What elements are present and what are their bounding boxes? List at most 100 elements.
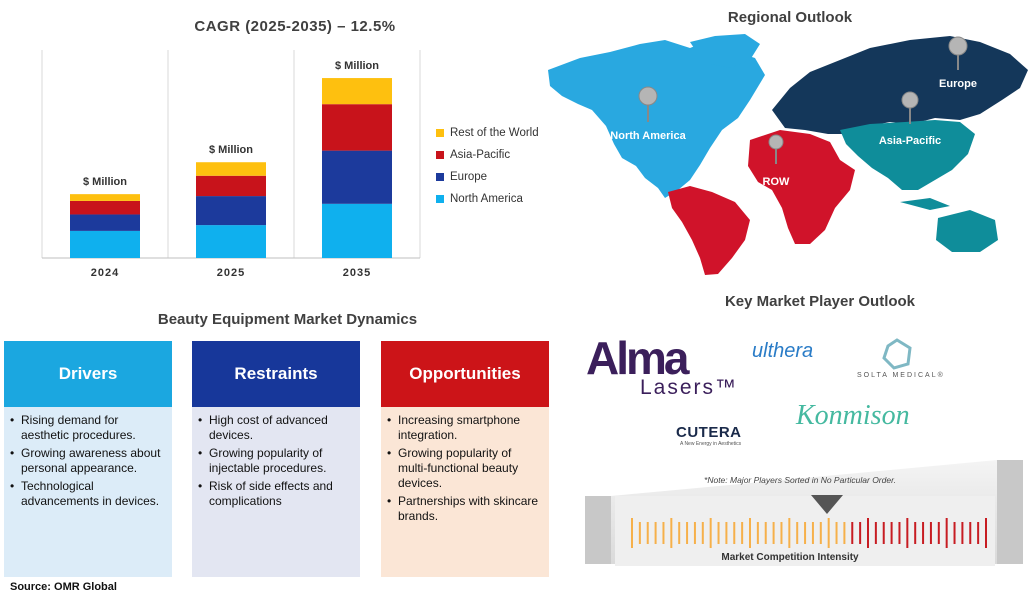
source-note: Source: OMR Global <box>10 581 117 593</box>
intensity-tick <box>819 522 822 544</box>
legend-item-asia-pacific: Asia-Pacific <box>436 144 539 166</box>
bar-segment-rest-of-the-world-2025 <box>196 162 266 176</box>
region-africa <box>748 130 855 244</box>
intensity-tick <box>646 522 649 544</box>
restraints-body: High cost of advanced devices. Growing p… <box>192 407 360 577</box>
drivers-body: Rising demand for aesthetic procedures. … <box>4 407 172 577</box>
list-item: Growing popularity of injectable procedu… <box>198 446 354 476</box>
intensity-tick <box>898 522 901 544</box>
intensity-tick <box>937 522 940 544</box>
region-australia <box>936 210 998 252</box>
dynamics-title: Beauty Equipment Market Dynamics <box>157 311 418 328</box>
intensity-tick <box>882 522 885 544</box>
bar-segment-europe-2035 <box>322 150 392 204</box>
legend-swatch <box>436 151 444 159</box>
label-row: ROW <box>763 176 791 188</box>
alma-lasers-logo-text: Lasers™ <box>640 376 739 399</box>
opportunities-card: Opportunities Increasing smartphone inte… <box>381 341 549 577</box>
x-tick-label: 2035 <box>343 267 371 279</box>
solta-medical-icon <box>882 338 912 370</box>
cutera-logo: CUTERA <box>676 424 742 441</box>
intensity-tick <box>929 522 932 544</box>
intensity-tick <box>788 518 791 548</box>
bar-segment-rest-of-the-world-2035 <box>322 78 392 105</box>
list-item: Technological advancements in devices. <box>10 479 166 509</box>
list-item: Increasing smartphone integration. <box>387 413 543 443</box>
legend-item-north-america: North America <box>436 188 539 210</box>
intensity-tick <box>638 522 641 544</box>
world-map: North America Europe Asia-Pacific ROW <box>548 34 1028 275</box>
cutera-tagline: A New Energy in Aesthetics <box>680 441 742 447</box>
intensity-tick <box>678 522 681 544</box>
region-south-america <box>668 186 750 275</box>
pin-row-icon <box>768 134 784 164</box>
intensity-tick <box>890 522 893 544</box>
intensity-tick <box>701 522 704 544</box>
intensity-tick <box>945 518 948 548</box>
legend-swatch <box>436 173 444 181</box>
label-asia-pacific: Asia-Pacific <box>879 135 941 147</box>
intensity-tick <box>725 522 728 544</box>
intensity-tick <box>654 522 657 544</box>
key-players-title: Key Market Player Outlook <box>724 293 916 310</box>
legend-swatch <box>436 195 444 203</box>
intensity-tick <box>922 522 925 544</box>
list-item: Risk of side effects and complications <box>198 479 354 509</box>
x-tick-label: 2025 <box>217 267 245 279</box>
bar-value-label: $ Million <box>209 144 253 156</box>
intensity-tick <box>749 518 751 548</box>
bar-value-label: $ Million <box>335 60 379 72</box>
intensity-label: Market Competition Intensity <box>721 552 859 563</box>
opportunities-header: Opportunities <box>381 341 549 407</box>
intensity-tick <box>977 522 980 544</box>
list-item: Partnerships with skincare brands. <box>387 494 543 524</box>
intensity-tick <box>662 522 665 544</box>
opportunities-body: Increasing smartphone integration. Growi… <box>381 407 549 577</box>
intensity-tick <box>953 522 956 544</box>
drivers-header: Drivers <box>4 341 172 407</box>
legend-item-rest-of-world: Rest of the World <box>436 122 539 144</box>
list-item: Growing awareness about personal appeara… <box>10 446 166 476</box>
intensity-tick <box>906 518 909 548</box>
intensity-tick <box>764 522 767 544</box>
region-europe <box>772 36 1028 134</box>
intensity-tick <box>772 522 775 544</box>
bar-segment-rest-of-the-world-2024 <box>70 194 140 201</box>
intensity-tick <box>756 522 759 544</box>
alma-logo: Alma <box>586 332 689 384</box>
intensity-tick <box>874 522 877 544</box>
chart-title: CAGR (2025-2035) – 12.5% <box>194 18 396 35</box>
restraints-card: Restraints High cost of advanced devices… <box>192 341 360 577</box>
intensity-tick <box>811 522 814 544</box>
intensity-tick <box>867 518 869 548</box>
pin-europe-icon <box>948 36 968 70</box>
bar-value-label: $ Million <box>83 176 127 188</box>
restraints-header: Restraints <box>192 341 360 407</box>
intensity-tick <box>796 522 799 544</box>
intensity-tick <box>914 522 917 544</box>
label-europe: Europe <box>939 78 977 90</box>
list-item: Growing popularity of multi-functional b… <box>387 446 543 491</box>
legend-swatch <box>436 129 444 137</box>
intensity-tick <box>631 518 633 548</box>
intensity-tick <box>804 522 807 544</box>
chart-legend: Rest of the World Asia-Pacific Europe No… <box>436 122 539 210</box>
legend-item-europe: Europe <box>436 166 539 188</box>
list-item: Rising demand for aesthetic procedures. <box>10 413 166 443</box>
solta-medical-logo: SOLTA MEDICAL® <box>857 372 945 379</box>
bar-segment-north-america-2024 <box>70 230 140 258</box>
intensity-tick <box>859 522 862 544</box>
drivers-card: Drivers Rising demand for aesthetic proc… <box>4 341 172 577</box>
x-tick-label: 2024 <box>91 267 119 279</box>
region-north-america <box>548 40 765 198</box>
label-north-america: North America <box>610 130 686 142</box>
region-asia-pacific <box>840 120 975 190</box>
intensity-tick <box>835 522 838 544</box>
bar-segment-europe-2025 <box>196 196 266 226</box>
intensity-tick <box>827 518 830 548</box>
intensity-tick <box>693 522 696 544</box>
intensity-tick <box>741 522 744 544</box>
bar-segment-asia-pacific-2035 <box>322 104 392 151</box>
intensity-marker-icon <box>811 495 843 514</box>
region-greenland <box>690 34 760 68</box>
